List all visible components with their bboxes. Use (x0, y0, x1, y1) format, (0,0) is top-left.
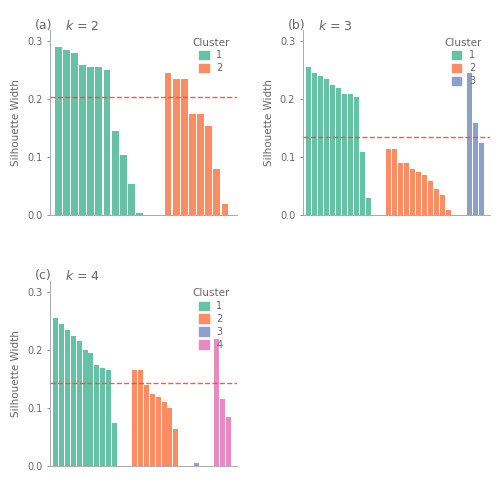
Bar (120, 155, 126, 215)
Bar (312, 73, 317, 215)
Bar (181, 79, 188, 215)
Bar (174, 429, 178, 466)
Bar (87, 67, 94, 215)
Bar (440, 195, 445, 215)
Bar (416, 172, 421, 215)
Bar (136, 213, 143, 215)
Bar (172, 79, 180, 215)
Bar (366, 198, 370, 215)
Bar (100, 368, 105, 466)
Text: (c): (c) (35, 269, 52, 282)
Text: $k$ = 4: $k$ = 4 (65, 269, 100, 283)
Bar (168, 408, 172, 466)
Bar (478, 143, 484, 215)
Legend: 1, 2, 3: 1, 2, 3 (442, 35, 485, 89)
Text: $k$ = 2: $k$ = 2 (65, 19, 100, 33)
Bar (386, 149, 392, 215)
Bar (466, 73, 471, 215)
Bar (77, 341, 82, 466)
Bar (164, 73, 172, 215)
Bar (65, 330, 70, 466)
Bar (214, 169, 220, 215)
Bar (336, 88, 341, 215)
Bar (104, 70, 110, 215)
Bar (348, 94, 353, 215)
Bar (106, 371, 111, 466)
Bar (197, 114, 204, 215)
Bar (354, 97, 359, 215)
Bar (410, 169, 416, 215)
Bar (138, 371, 143, 466)
Bar (392, 149, 398, 215)
Bar (112, 423, 117, 466)
Bar (112, 131, 118, 215)
Bar (324, 79, 329, 215)
Bar (214, 339, 219, 466)
Bar (222, 204, 228, 215)
Bar (128, 184, 135, 215)
Bar (144, 385, 149, 466)
Bar (162, 402, 166, 466)
Text: (b): (b) (288, 19, 306, 32)
Bar (398, 163, 404, 215)
Bar (220, 399, 225, 466)
Bar (71, 53, 78, 215)
Bar (318, 76, 323, 215)
Bar (472, 123, 478, 215)
Y-axis label: Silhouette Width: Silhouette Width (264, 79, 274, 166)
Bar (194, 463, 199, 466)
Bar (88, 353, 94, 466)
Bar (434, 189, 439, 215)
Bar (82, 350, 87, 466)
Bar (206, 125, 212, 215)
Bar (63, 50, 70, 215)
Bar (54, 318, 59, 466)
Bar (226, 417, 231, 466)
Y-axis label: Silhouette Width: Silhouette Width (12, 79, 22, 166)
Text: $k$ = 3: $k$ = 3 (318, 19, 352, 33)
Bar (150, 394, 155, 466)
Legend: 1, 2, 3, 4: 1, 2, 3, 4 (189, 285, 232, 353)
Bar (360, 152, 364, 215)
Bar (446, 210, 451, 215)
Y-axis label: Silhouette Width: Silhouette Width (12, 330, 22, 417)
Bar (422, 175, 427, 215)
Bar (330, 85, 335, 215)
Legend: 1, 2: 1, 2 (189, 35, 232, 76)
Bar (79, 64, 86, 215)
Bar (132, 371, 138, 466)
Bar (189, 114, 196, 215)
Bar (94, 365, 100, 466)
Bar (156, 397, 160, 466)
Bar (306, 67, 311, 215)
Bar (54, 47, 62, 215)
Bar (428, 181, 433, 215)
Text: (a): (a) (35, 19, 52, 32)
Bar (71, 336, 76, 466)
Bar (96, 67, 102, 215)
Bar (404, 163, 409, 215)
Bar (59, 324, 64, 466)
Bar (342, 94, 347, 215)
